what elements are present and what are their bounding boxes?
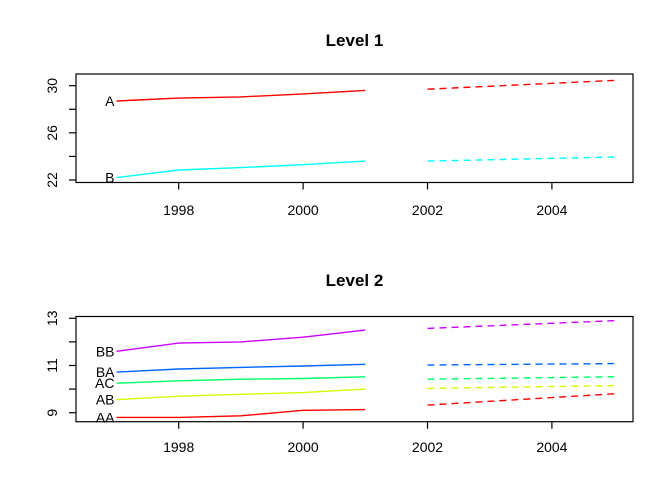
x-tick-label: 2002 (412, 202, 443, 218)
chart2-title: Level 2 (325, 271, 384, 290)
series-line-solid-B (116, 160, 366, 179)
x-tick-label: 1998 (163, 202, 194, 218)
series-label-BA: BA (96, 364, 115, 380)
series-label-AB: AB (96, 392, 115, 408)
x-tick-label: 2004 (536, 202, 567, 218)
series-line-solid-AA (116, 408, 366, 419)
chart1-title: Level 1 (325, 31, 384, 50)
y-tick-label: 30 (44, 78, 60, 94)
series-line-dashed-AB (427, 384, 615, 390)
y-tick-label: 11 (44, 358, 60, 373)
y-tick-label: 22 (44, 172, 60, 188)
series-label-BB: BB (96, 343, 115, 359)
x-tick-label: 2004 (536, 439, 567, 455)
series-line-solid-AC (116, 376, 366, 384)
series-line-solid-A (116, 89, 366, 102)
x-tick-label: 2000 (288, 202, 319, 218)
chart-1: 1998 2000 2002 2004 22 26 30 A B (44, 73, 634, 218)
series-label-A: A (105, 93, 115, 109)
series-line-dashed-AA (427, 393, 615, 406)
series-line-solid-AB (116, 388, 366, 401)
x-tick-label: 2000 (288, 439, 319, 455)
x-tick-label: 1998 (163, 439, 194, 455)
y-tick-label: 26 (44, 125, 60, 141)
series-line-dashed-B (427, 156, 615, 162)
series-line-dashed-A (427, 79, 615, 90)
y-tick-label: 13 (44, 310, 60, 326)
series-label-B: B (105, 170, 114, 186)
y-tick-label: 9 (44, 409, 60, 417)
series-label-AA: AA (96, 409, 115, 425)
series-line-dashed-BB (427, 320, 615, 330)
plot-box (75, 73, 634, 184)
series-line-solid-BA (116, 363, 366, 373)
plot-box (75, 315, 634, 423)
x-tick-label: 2002 (412, 439, 443, 455)
series-label-AC: AC (95, 375, 114, 391)
series-line-solid-BB (116, 329, 366, 352)
series-line-dashed-BA (427, 362, 615, 366)
series-line-dashed-AC (427, 376, 615, 380)
